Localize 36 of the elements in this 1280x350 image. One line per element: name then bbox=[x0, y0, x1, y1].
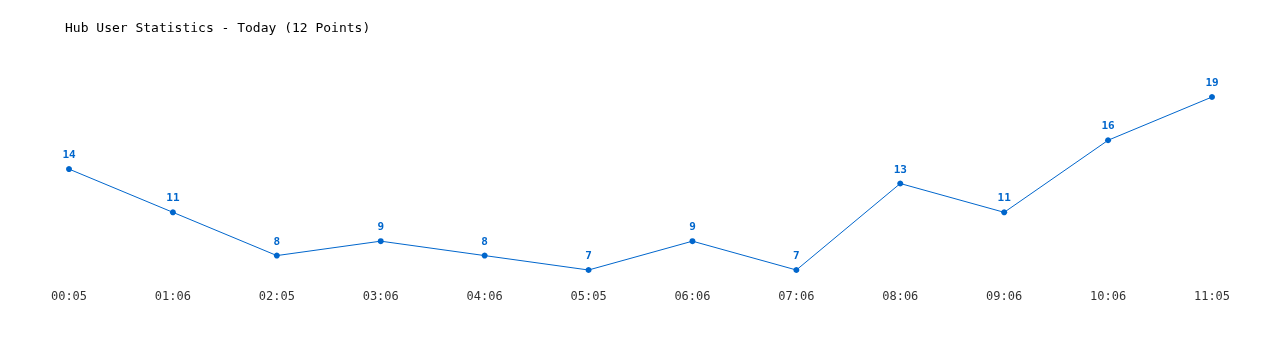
x-tick-label: 04:06 bbox=[466, 289, 503, 303]
data-label: 9 bbox=[689, 220, 696, 234]
point bbox=[481, 252, 488, 259]
point bbox=[689, 238, 696, 245]
x-tick-label: 08:06 bbox=[882, 289, 919, 303]
point bbox=[793, 267, 800, 273]
data-label: 16 bbox=[1101, 119, 1116, 133]
point bbox=[1209, 94, 1215, 100]
x-tick-label: 10:06 bbox=[1090, 289, 1127, 303]
data-label: 7 bbox=[793, 249, 800, 262]
x-tick-label: 03:06 bbox=[362, 289, 399, 303]
point bbox=[66, 166, 72, 173]
x-tick-label: 09:06 bbox=[986, 289, 1023, 303]
data-label: 8 bbox=[481, 234, 488, 248]
x-tick-label: 01:06 bbox=[154, 289, 191, 303]
data-label: 13 bbox=[893, 162, 907, 176]
point bbox=[1105, 137, 1112, 144]
data-label: 11 bbox=[166, 191, 180, 205]
x-tick-label: 02:05 bbox=[258, 289, 295, 303]
x-tick-label: 06:06 bbox=[674, 289, 711, 303]
x-tick-label: 11:05 bbox=[1193, 289, 1231, 303]
data-label: 8 bbox=[273, 234, 281, 248]
data-label: 14 bbox=[62, 148, 76, 162]
point bbox=[169, 209, 176, 216]
x-tick-label: 00:05 bbox=[50, 289, 88, 303]
point bbox=[585, 267, 592, 273]
chart-title: Hub User Statistics - Today (12 Points) bbox=[65, 20, 371, 35]
x-tick-label: 05:05 bbox=[570, 289, 607, 303]
data-label: 11 bbox=[997, 191, 1012, 205]
point bbox=[377, 238, 384, 245]
data-label: 7 bbox=[585, 249, 592, 262]
data-label: 19 bbox=[1205, 76, 1219, 89]
data-label: 9 bbox=[377, 220, 385, 234]
point bbox=[1001, 209, 1008, 216]
point bbox=[273, 252, 280, 259]
x-tick-label: 07:06 bbox=[778, 289, 815, 303]
